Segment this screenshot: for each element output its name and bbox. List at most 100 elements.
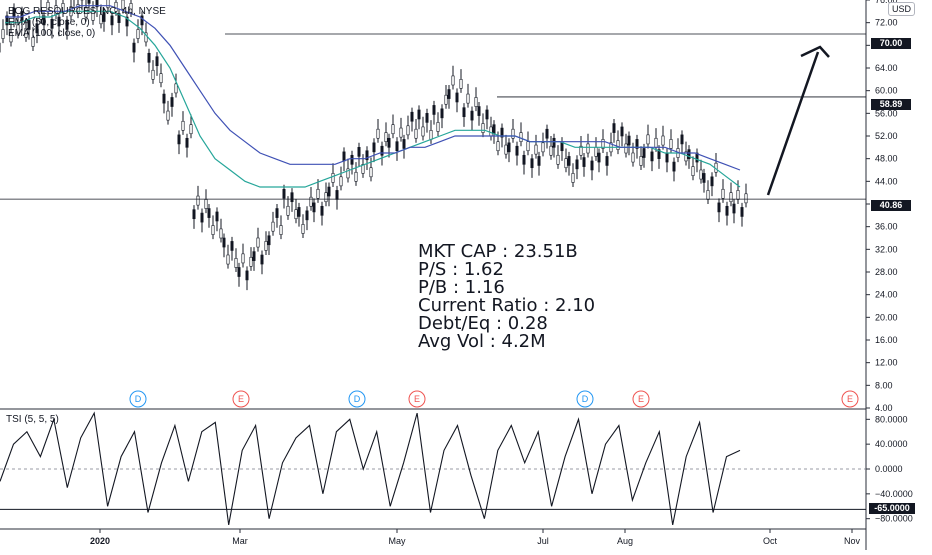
price-candle-body [493, 125, 495, 134]
price-candle-body [445, 95, 447, 104]
price-candle-body [400, 128, 402, 137]
price-candle-body [662, 136, 664, 145]
arrow-drawing[interactable] [768, 47, 829, 195]
price-tick-label: 28.00 [875, 267, 898, 277]
earnings-marker[interactable]: E [409, 391, 425, 407]
price-candle-body [137, 29, 139, 38]
price-candle-body [280, 226, 282, 235]
tsi-legend[interactable]: TSI (5, 5, 5) [6, 414, 59, 426]
price-candle-body [606, 156, 608, 165]
price-candle-body [692, 167, 694, 176]
event-letter: E [414, 394, 420, 404]
price-tick-label: 8.00 [875, 380, 893, 390]
price-candle-body [583, 158, 585, 167]
osc-tick-label: −80.0000 [875, 514, 913, 524]
price-candle-body [291, 193, 293, 202]
price-candle-body [2, 29, 4, 38]
price-candle-body [598, 153, 600, 162]
time-tick-label: Mar [232, 536, 248, 546]
dividend-marker[interactable]: D [130, 391, 146, 407]
price-candle-body [190, 125, 192, 134]
price-tick-label: 44.00 [875, 176, 898, 186]
price-candle-body [467, 94, 469, 103]
price-candle-body [197, 196, 199, 205]
price-candle-body [381, 146, 383, 155]
price-candle-body [448, 90, 450, 99]
currency-button[interactable]: USD [888, 2, 915, 16]
earnings-marker[interactable]: E [233, 391, 249, 407]
price-candle-body [171, 97, 173, 106]
event-letter: D [354, 394, 361, 404]
price-candle-body [557, 155, 559, 164]
price-candle-body [212, 226, 214, 235]
price-candle-body [321, 206, 323, 215]
price-candle-body [625, 144, 627, 153]
price-candle-body [302, 224, 304, 233]
price-candle-body [265, 241, 267, 250]
price-candle-body [647, 135, 649, 144]
price-candle-body [550, 146, 552, 155]
price-candle-body [707, 190, 709, 199]
dividend-marker[interactable]: D [577, 391, 593, 407]
price-candle-body [482, 124, 484, 133]
price-candle-body [193, 210, 195, 219]
price-candle-body [733, 204, 735, 213]
price-candle-body [643, 148, 645, 157]
price-candle-body [403, 139, 405, 148]
price-candle-body [460, 79, 462, 88]
price-candle-body [231, 241, 233, 250]
price-candle-body [355, 172, 357, 181]
price-candle-body [422, 127, 424, 136]
price-candle-body [276, 209, 278, 218]
price-tick-label: 32.00 [875, 244, 898, 254]
price-candle-body [385, 133, 387, 142]
price-tick-label: 12.00 [875, 358, 898, 368]
price-candle-body [613, 124, 615, 133]
price-candle-body [178, 135, 180, 144]
osc-tick-label: 0.0000 [875, 464, 903, 474]
price-candle-body [310, 197, 312, 206]
price-candle-body [628, 136, 630, 145]
price-tick-label: 52.00 [875, 131, 898, 141]
ema100-legend[interactable]: EMA (100, close, 0) [8, 28, 95, 40]
price-candle-body [512, 129, 514, 138]
time-tick-label: May [388, 536, 406, 546]
price-tick-label: 36.00 [875, 222, 898, 232]
price-candle-body [388, 138, 390, 147]
price-candle-body [242, 254, 244, 263]
price-candle-body [340, 177, 342, 186]
price-candle-body [208, 209, 210, 218]
dividend-marker[interactable]: D [349, 391, 365, 407]
fundamentals-note[interactable]: MKT CAP : 23.51B P/S : 1.62 P/B : 1.16 C… [418, 243, 595, 351]
price-candle-body [553, 138, 555, 147]
price-candle-body [520, 133, 522, 142]
price-tag-70: 70.00 [871, 38, 911, 49]
price-tick-label: 24.00 [875, 290, 898, 300]
price-candle-body [508, 143, 510, 152]
price-tick-label: 64.00 [875, 63, 898, 73]
price-candle-body [640, 156, 642, 165]
price-candle-body [471, 111, 473, 120]
price-candles [0, 0, 747, 290]
earnings-marker[interactable]: E [842, 391, 858, 407]
price-candle-body [418, 110, 420, 119]
price-candle-body [246, 271, 248, 280]
price-tag-5889: 58.89 [871, 99, 911, 110]
earnings-marker[interactable]: E [633, 391, 649, 407]
price-candle-body [392, 125, 394, 134]
price-candle-body [722, 189, 724, 198]
price-candle-body [152, 70, 154, 79]
price-candle-body [227, 255, 229, 264]
time-tick-label: Aug [617, 536, 633, 546]
price-candle-body [186, 138, 188, 147]
price-candle-body [542, 143, 544, 152]
time-tick-label: Jul [537, 536, 549, 546]
price-candle-body [703, 173, 705, 182]
price-candle-body [565, 159, 567, 168]
price-candle-body [351, 155, 353, 164]
price-candle-body [745, 194, 747, 203]
price-candle-body [568, 156, 570, 165]
price-tick-label: 72.00 [875, 18, 898, 28]
price-candle-body [452, 76, 454, 85]
